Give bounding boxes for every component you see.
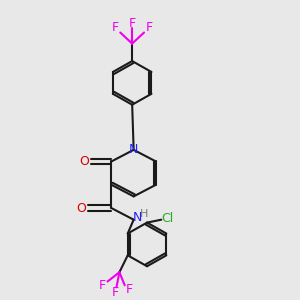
Text: H: H — [140, 209, 148, 219]
Text: F: F — [125, 283, 133, 296]
Text: N: N — [129, 143, 138, 156]
Text: F: F — [99, 279, 106, 292]
Text: F: F — [111, 21, 118, 34]
Text: F: F — [146, 21, 153, 34]
Text: O: O — [80, 155, 89, 168]
Text: F: F — [129, 17, 136, 30]
Text: Cl: Cl — [162, 212, 174, 225]
Text: O: O — [76, 202, 86, 214]
Text: F: F — [112, 286, 119, 298]
Text: N: N — [133, 211, 142, 224]
